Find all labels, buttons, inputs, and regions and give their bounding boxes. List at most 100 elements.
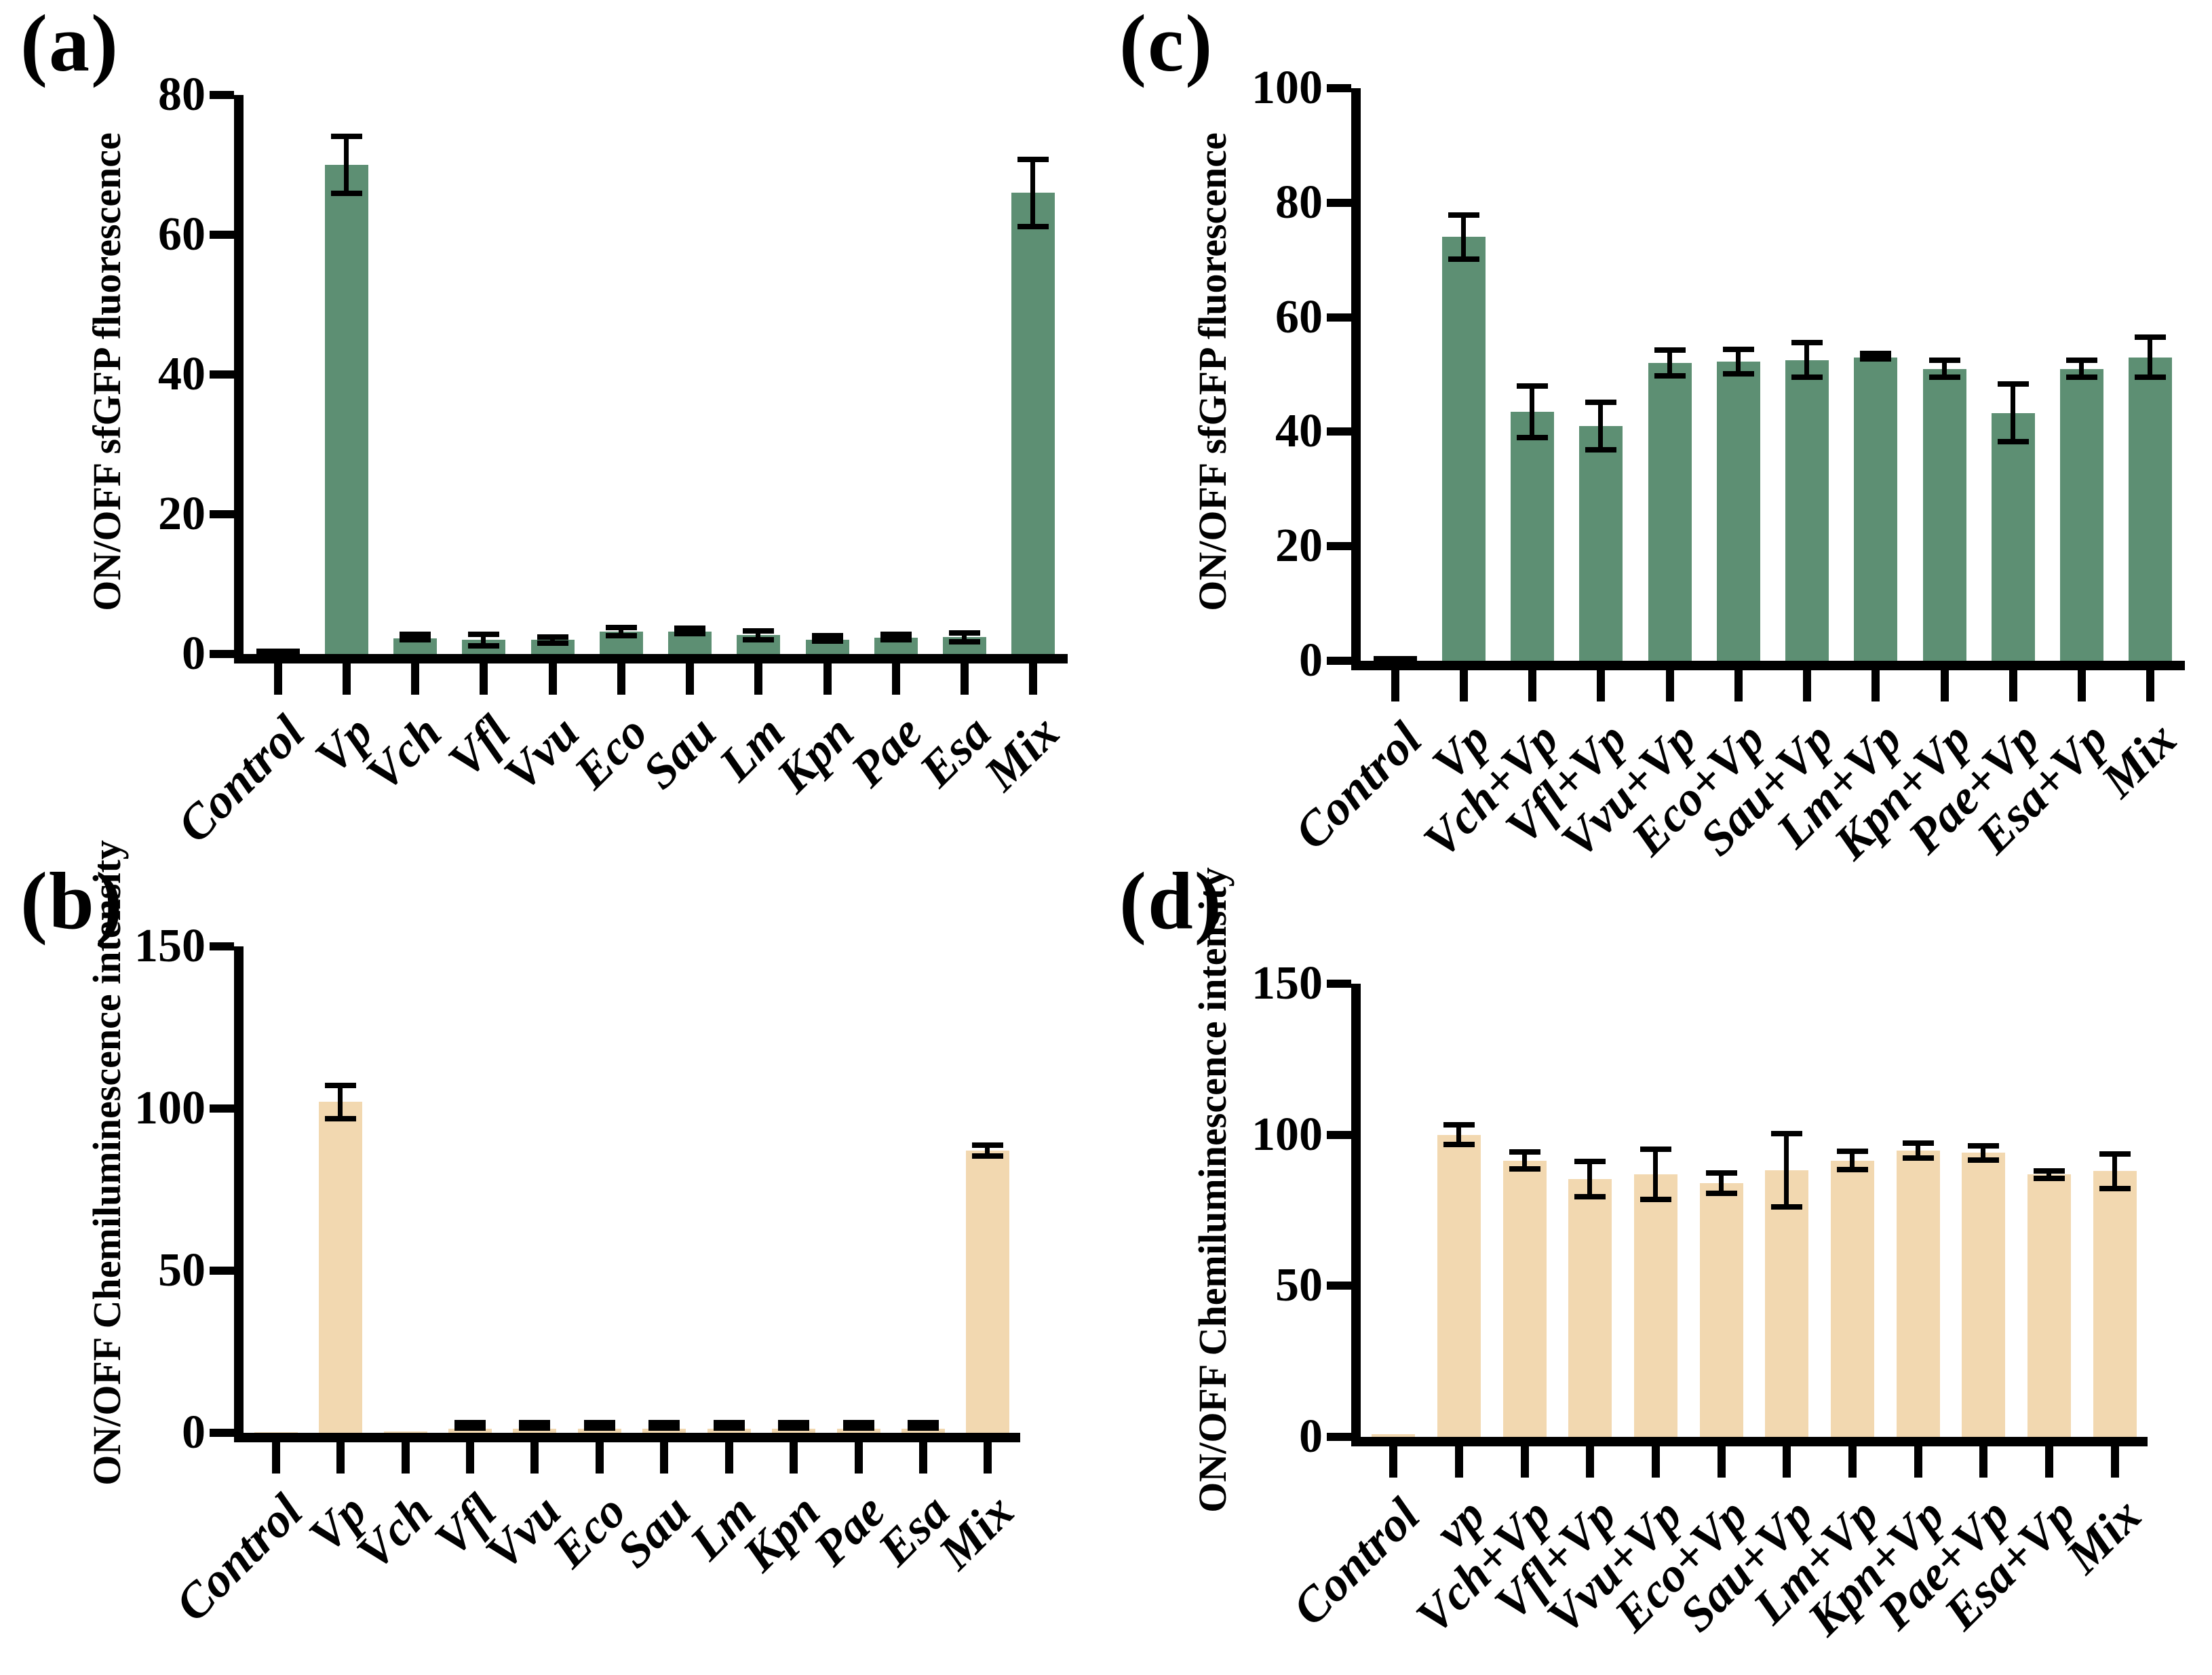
panel-d-group-vvu-plus-vp: Vvu+Vp — [1536, 984, 1692, 1644]
panel-b-error-bar-eco — [583, 1420, 615, 1431]
panel-b-group-vp: Vp — [298, 946, 377, 1562]
panel-a-x-tick-mark-kpn — [823, 663, 832, 695]
panel-a-error-bar-pae — [880, 631, 912, 642]
panel-c-x-label-control: Control — [1283, 712, 1432, 860]
panel-a-error-bar-lm — [743, 628, 775, 642]
panel-b-group-eco: Eco — [542, 946, 636, 1578]
panel-c-bars: Control Vp Vch+Vp Vfl+Vp Vvu+Vp Eco+Vp Sau+Vp L… — [1284, 88, 2187, 870]
panel-c-error-bar-vch-plus-vp — [1517, 383, 1549, 441]
panel-a-y-tick-label-80: 80 — [158, 69, 206, 121]
panel-d-error-bar-kpn-plus-vp — [1902, 1140, 1934, 1161]
panel-d-bar-vfl-plus-vp — [1568, 1179, 1612, 1437]
panel-d-group-kpn-plus-vp: Kpn+Vp — [1797, 984, 1954, 1646]
panel-c-bar-vfl-plus-vp — [1579, 425, 1623, 661]
panel-c-bar-control — [1373, 656, 1417, 661]
panel-b-bar-mix — [966, 1151, 1010, 1433]
panel-c-group-mix: Mix — [2091, 88, 2187, 808]
panel-d-y-tick-mark-150 — [1327, 980, 1351, 988]
panel-d-y-tick-mark-100 — [1327, 1130, 1351, 1139]
panel-c-x-tick-mark-vfl-plus-vp — [1597, 670, 1606, 701]
panel-d-x-tick-mark-sau-plus-vp — [1783, 1446, 1791, 1478]
panel-b-letter: (b) — [20, 855, 124, 946]
panel-d-x-tick-mark-vfl-plus-vp — [1586, 1446, 1595, 1478]
panel-c-x-label-mix: Mix — [2091, 712, 2188, 808]
panel-b-x-tick-mark-vp — [336, 1442, 345, 1474]
panel-b-group-vfl: Vfl — [424, 946, 507, 1566]
panel-a-group-eco: Eco — [564, 95, 658, 799]
panel-a-y-tick-mark-20 — [210, 510, 234, 518]
panel-c-y-tick-label-0: 0 — [1299, 634, 1323, 687]
panel-c-y-axis-title: ON/OFF sfGFP fluorescence — [1190, 132, 1235, 611]
panel-d-x-tick-mark-lm-plus-vp — [1848, 1446, 1857, 1478]
panel-b-y-tick-label-50: 50 — [158, 1244, 206, 1296]
panel-c-bar-pae-plus-vp — [1991, 412, 2035, 661]
panel-b: (b) ON/OFF Chemiluminescence intensity C… — [0, 837, 1106, 1675]
panel-b-error-bar-esa — [907, 1420, 939, 1431]
panel-b-x-tick-mark-esa — [918, 1442, 927, 1474]
panel-d-bar-eco-plus-vp — [1699, 1182, 1743, 1437]
panel-c-error-bar-kpn-plus-vp — [1928, 357, 1960, 381]
panel-d-error-bar-lm-plus-vp — [1837, 1148, 1869, 1173]
panel-a-error-bar-sau — [674, 625, 706, 637]
panel-d-error-bar-eco-plus-vp — [1705, 1170, 1737, 1196]
panel-d-bar-lm-plus-vp — [1831, 1160, 1875, 1437]
panel-d-x-tick-mark-vvu-plus-vp — [1652, 1446, 1661, 1478]
panel-c-group-vp: Vp — [1422, 88, 1500, 790]
panel-d-group-sau-plus-vp: Sau+Vp — [1669, 984, 1823, 1642]
panel-b-error-bar-vp — [325, 1082, 357, 1122]
panel-c-bar-mix — [2129, 357, 2173, 661]
panel-d-group-esa-plus-vp: Esa+Vp — [1934, 984, 2086, 1640]
panel-c-bar-sau-plus-vp — [1785, 360, 1829, 661]
panel-c-error-bar-vfl-plus-vp — [1585, 400, 1617, 453]
panel-b-x-label-control: Control — [164, 1484, 313, 1632]
panel-a-x-tick-mark-vfl — [480, 663, 488, 695]
panel-b-y-tick-mark-150 — [210, 942, 234, 950]
panel-c-group-vvu-plus-vp: Vvu+Vp — [1551, 88, 1706, 868]
panel-b-x-tick-mark-mix — [984, 1442, 992, 1474]
panel-b-y-tick-mark-100 — [210, 1104, 234, 1113]
panel-c-group-sau-plus-vp: Sau+Vp — [1690, 88, 1844, 866]
panel-b-x-tick-mark-eco — [595, 1442, 604, 1474]
panel-d-error-bar-vch-plus-vp — [1509, 1149, 1540, 1172]
panel-b-group-mix: Mix — [929, 946, 1024, 1580]
panel-b-group-vch: Vch — [346, 946, 442, 1580]
panel-c-group-control: Control — [1284, 88, 1431, 860]
panel-a-group-pae: Pae — [840, 95, 933, 797]
panel-c-error-bar-pae-plus-vp — [1997, 381, 2029, 444]
panel-a-error-bar-kpn — [811, 632, 843, 644]
panel-c-x-tick-mark-vvu-plus-vp — [1665, 670, 1674, 701]
panel-c-y-tick-label-40: 40 — [1275, 405, 1323, 458]
panel-a-group-vp: Vp — [305, 95, 383, 784]
panel-c-y-tick-mark-60 — [1327, 313, 1351, 322]
panel-d-y-tick-label-100: 100 — [1251, 1108, 1323, 1161]
panel-c-bar-vvu-plus-vp — [1648, 363, 1692, 661]
panel-a-group-vfl: Vfl — [438, 95, 520, 788]
panel-c-x-tick-mark-lm-plus-vp — [1871, 670, 1880, 701]
panel-b-x-tick-mark-lm — [724, 1442, 733, 1474]
panel-d-error-bar-vfl-plus-vp — [1574, 1159, 1606, 1199]
panel-a-error-bar-eco — [605, 624, 637, 639]
panel-a-x-tick-mark-esa — [961, 663, 969, 695]
panel-c-x-tick-mark-kpn-plus-vp — [1940, 670, 1949, 701]
panel-b-x-tick-mark-vch — [401, 1442, 410, 1474]
panel-d-group-lm-plus-vp: Lm+Vp — [1743, 984, 1889, 1634]
panel-a-y-tick-label-0: 0 — [182, 628, 206, 680]
panel-d-y-axis-title: ON/OFF Chemiluminescence intensity — [1190, 867, 1235, 1513]
panel-a-group-kpn: Kpn — [766, 95, 864, 803]
panel-d-error-bar-mix — [2099, 1151, 2131, 1191]
panel-c-x-tick-mark-pae-plus-vp — [2009, 670, 2017, 701]
panel-c: (c) ON/OFF sfGFP fluorescence Control Vp V… — [1106, 0, 2212, 870]
panel-c-x-tick-mark-control — [1391, 670, 1399, 701]
panel-c-letter: (c) — [1119, 0, 1214, 88]
panel-c-group-pae-plus-vp: Pae+Vp — [1897, 88, 2050, 864]
panel-d-y-tick-label-0: 0 — [1299, 1410, 1323, 1463]
panel-a-x-label-vch: Vch — [355, 705, 452, 801]
panel-b-error-bar-vvu — [519, 1420, 551, 1431]
panel-d-x-label-mix: Mix — [2055, 1488, 2152, 1584]
panel-c-bar-vch-plus-vp — [1511, 411, 1555, 661]
panel-d-bar-esa-plus-vp — [2027, 1174, 2072, 1437]
panel-b-y-tick-mark-0 — [210, 1429, 234, 1437]
panel-b-bar-vp — [319, 1102, 363, 1433]
panel-c-group-vch-plus-vp: Vch+Vp — [1413, 88, 1569, 868]
panel-c-bar-vp — [1441, 237, 1486, 661]
